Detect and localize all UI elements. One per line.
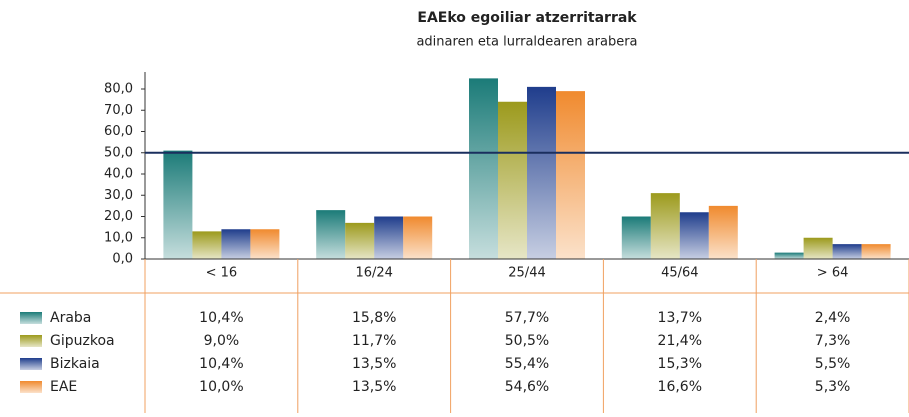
table-cell: 9,0% — [204, 333, 240, 349]
bar — [556, 91, 585, 259]
x-tick-label: 25/44 — [508, 266, 545, 281]
bar — [469, 78, 498, 259]
table-cell: 7,3% — [815, 333, 851, 349]
table-cell: 5,3% — [815, 379, 851, 395]
bar — [316, 210, 346, 259]
y-tick-label: 40,0 — [104, 167, 133, 182]
table-cell: 21,4% — [658, 333, 702, 349]
table-cell: 13,5% — [352, 379, 396, 395]
table-cell: 15,8% — [352, 310, 396, 326]
table-cell: 50,5% — [505, 333, 549, 349]
bar — [163, 150, 193, 259]
x-tick-label: 45/64 — [661, 266, 698, 281]
y-tick-label: 70,0 — [104, 103, 133, 118]
bar — [250, 229, 280, 259]
bar — [708, 205, 738, 259]
y-tick-label: 30,0 — [104, 188, 133, 203]
y-tick-label: 60,0 — [104, 124, 133, 139]
x-tick-label: < 16 — [206, 266, 238, 281]
legend-swatch — [20, 335, 42, 347]
table-cell: 10,0% — [199, 379, 243, 395]
legend-label: Bizkaia — [50, 356, 100, 372]
bar — [621, 216, 651, 259]
table-cell: 15,3% — [658, 356, 702, 372]
table-cell: 2,4% — [815, 310, 851, 326]
table-cell: 5,5% — [815, 356, 851, 372]
bar — [403, 216, 433, 259]
legend-label: Gipuzkoa — [50, 333, 115, 349]
bar — [650, 193, 680, 259]
table-cell: 54,6% — [505, 379, 549, 395]
table-cell: 57,7% — [505, 310, 549, 326]
bar — [803, 237, 833, 259]
x-tick-label: 16/24 — [355, 266, 392, 281]
chart-title: EAEko egoiliar atzerritarrak — [417, 10, 637, 26]
y-tick-label: 20,0 — [104, 209, 133, 224]
table-cell: 16,6% — [658, 379, 702, 395]
legend-swatch — [20, 312, 42, 324]
y-tick-label: 80,0 — [104, 82, 133, 97]
bar — [527, 86, 556, 259]
chart-subtitle: adinaren eta lurraldearen arabera — [416, 35, 637, 50]
bar — [861, 244, 891, 259]
bar — [345, 222, 375, 259]
bar — [192, 231, 222, 259]
y-tick-label: 50,0 — [104, 145, 133, 160]
legend-swatch — [20, 358, 42, 370]
table-cell: 13,5% — [352, 356, 396, 372]
legend-label: EAE — [50, 379, 77, 395]
table-cell: 10,4% — [199, 356, 243, 372]
table-cell: 55,4% — [505, 356, 549, 372]
bar — [221, 229, 251, 259]
table-cell: 10,4% — [199, 310, 243, 326]
y-tick-label: 10,0 — [104, 230, 133, 245]
legend-label: Araba — [50, 310, 91, 326]
bar — [832, 244, 862, 259]
table-cell: 11,7% — [352, 333, 396, 349]
bar — [774, 252, 804, 259]
bar — [679, 212, 709, 259]
y-tick-label: 0,0 — [112, 252, 133, 267]
bar — [498, 101, 527, 259]
x-tick-label: > 64 — [817, 266, 849, 281]
bar — [374, 216, 404, 259]
legend-swatch — [20, 381, 42, 393]
table-cell: 13,7% — [658, 310, 702, 326]
